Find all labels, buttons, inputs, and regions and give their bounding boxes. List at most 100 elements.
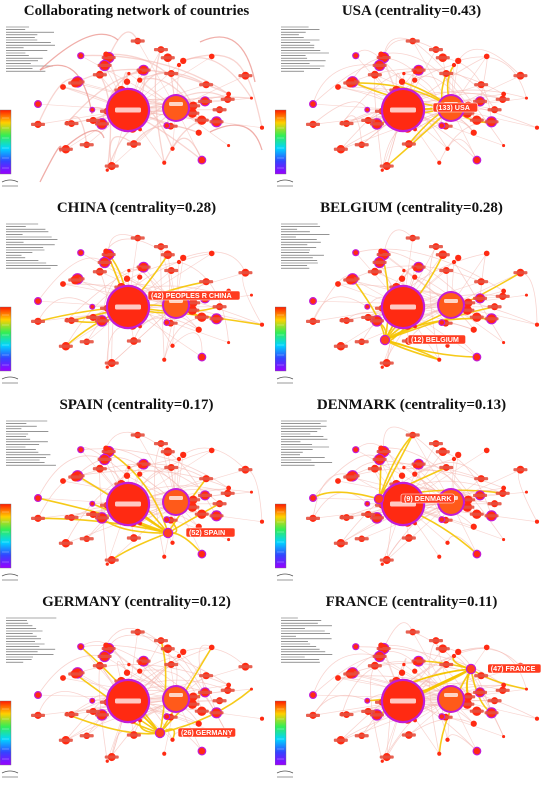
metadata-text — [6, 27, 55, 71]
node-label-box — [470, 119, 484, 122]
hub-node — [164, 490, 188, 514]
legend-logo — [2, 180, 18, 182]
edge — [40, 65, 92, 114]
node — [162, 752, 166, 756]
node-label-box — [210, 120, 224, 123]
node — [525, 294, 528, 297]
node-label-box — [496, 295, 510, 298]
legend-logo — [277, 771, 293, 773]
node-label-box — [161, 56, 175, 59]
legend-color-bar — [275, 504, 286, 568]
node — [474, 748, 480, 754]
node-label-box — [164, 72, 178, 75]
network-graph: (47) FRANCE — [275, 613, 548, 786]
node — [60, 281, 66, 287]
node-label-box — [210, 317, 224, 320]
node — [250, 97, 253, 100]
node-label-box — [95, 516, 109, 519]
node-label-box — [436, 56, 450, 59]
node-label-box — [474, 477, 488, 480]
node-label-box — [368, 664, 382, 667]
metadata-text — [6, 421, 56, 465]
node — [452, 457, 456, 461]
node-label-box — [221, 689, 235, 692]
edge — [110, 137, 134, 166]
node-label-box — [105, 755, 119, 758]
node — [399, 276, 405, 282]
node — [199, 157, 205, 163]
edge-layer — [38, 32, 262, 182]
node — [90, 502, 94, 506]
node — [412, 472, 417, 477]
metadata-text — [6, 618, 56, 662]
node-label-box — [343, 81, 357, 84]
node — [35, 298, 41, 304]
node-label-box — [68, 278, 82, 281]
edge — [313, 673, 353, 716]
node-label-box — [406, 433, 420, 436]
node — [378, 445, 383, 450]
node — [209, 645, 215, 651]
node-label-box — [340, 319, 354, 322]
network-graph: (12) BELGIUM — [275, 219, 548, 392]
hub-label-box — [169, 102, 183, 106]
node-label-box — [98, 261, 112, 264]
legend — [275, 504, 293, 580]
panel-title: BELGIUM (centrality=0.28) — [275, 200, 548, 217]
node — [455, 649, 461, 655]
node-label-box — [402, 142, 416, 145]
focus-label-text: (47) FRANCE — [491, 664, 536, 673]
node-label-box — [195, 119, 209, 122]
node — [199, 748, 205, 754]
node — [399, 79, 405, 85]
panel-title: CHINA (centrality=0.28) — [0, 200, 273, 217]
metadata-text — [281, 618, 332, 662]
hub-label-box — [444, 299, 458, 303]
node — [440, 123, 444, 127]
node — [177, 457, 181, 461]
node-label-box — [355, 734, 369, 737]
node — [103, 642, 108, 647]
node-label-box — [361, 710, 375, 713]
node-label-box — [368, 270, 382, 273]
node-label-box — [370, 516, 384, 519]
node — [180, 452, 186, 458]
node-label-box — [373, 261, 387, 264]
node-label-box — [380, 164, 394, 167]
node — [445, 147, 449, 151]
node-label-box — [513, 271, 527, 274]
edge — [173, 333, 203, 357]
node-label-box — [154, 245, 168, 248]
node-label-box — [488, 108, 502, 111]
node — [138, 661, 142, 665]
node-label-box — [131, 236, 145, 239]
focus-node — [375, 495, 383, 503]
node-label-box — [154, 639, 168, 642]
legend-color-bar — [0, 504, 11, 568]
node-label-box — [402, 536, 416, 539]
node — [412, 275, 417, 280]
edge — [313, 493, 367, 519]
node-label-box — [439, 663, 453, 666]
node-label-box — [199, 674, 213, 677]
node-label-box — [80, 537, 94, 540]
legend-logo — [277, 377, 293, 379]
node-label-box — [59, 739, 73, 742]
node — [103, 51, 108, 56]
legend — [0, 504, 18, 580]
node — [227, 144, 230, 147]
node-label-box — [95, 122, 109, 125]
node-label-box — [127, 339, 141, 342]
node — [78, 250, 83, 255]
node — [180, 649, 186, 655]
node — [437, 161, 441, 165]
node — [399, 670, 405, 676]
node-label-box — [131, 630, 145, 633]
node — [227, 538, 230, 541]
node — [353, 447, 358, 452]
node — [78, 53, 83, 58]
node-label-box — [93, 467, 107, 470]
hub-label-box — [390, 305, 416, 310]
node — [137, 275, 142, 280]
node-label-box — [485, 120, 499, 123]
